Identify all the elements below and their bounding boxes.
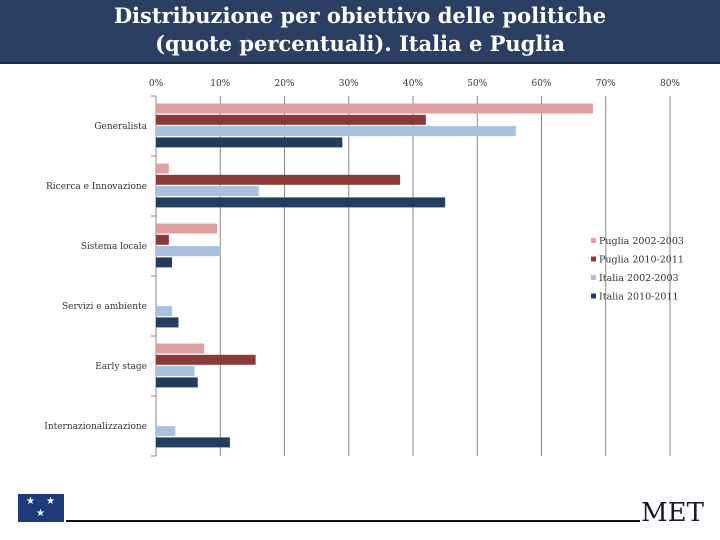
bar-puglia-2010-2011 <box>156 174 401 185</box>
met-logo: MET <box>641 498 704 528</box>
page-title-line-1: Distribuzione per obiettivo delle politi… <box>113 3 607 28</box>
bar-italia-2010-2011 <box>156 437 230 448</box>
category-label: Early stage <box>95 362 147 372</box>
category-label: Internazionalizzazione <box>44 422 147 432</box>
title-bar: Distribuzione per obiettivo delle politi… <box>0 0 720 64</box>
bar-italia-2010-2011 <box>156 197 446 208</box>
bar-puglia-2002-2003 <box>156 343 205 354</box>
bar-puglia-2010-2011 <box>156 234 169 245</box>
legend-label: Puglia 2010-2011 <box>599 255 684 266</box>
category-label: Sistema locale <box>81 242 147 252</box>
legend-swatch <box>591 256 596 262</box>
bar-puglia-2002-2003 <box>156 163 169 174</box>
x-tick-label: 50% <box>467 79 487 89</box>
category-label: Ricerca e Innovazione <box>46 182 147 192</box>
bar-italia-2010-2011 <box>156 377 198 388</box>
eu-flag-icon: ★ ★ ★ <box>18 494 64 522</box>
bar-italia-2002-2003 <box>156 126 516 137</box>
bar-italia-2002-2003 <box>156 366 195 377</box>
legend-label: Puglia 2002-2003 <box>599 236 684 247</box>
bar-puglia-2002-2003 <box>156 103 593 114</box>
page-title-line-2: (quote percentuali). Italia e Puglia <box>155 31 565 56</box>
bar-italia-2002-2003 <box>156 306 173 317</box>
footer-divider <box>66 520 640 522</box>
bar-italia-2010-2011 <box>156 137 343 148</box>
x-tick-label: 10% <box>210 79 230 89</box>
bar-puglia-2010-2011 <box>156 354 256 365</box>
bar-italia-2002-2003 <box>156 246 221 257</box>
legend-label: Italia 2002-2003 <box>599 273 679 284</box>
x-tick-label: 20% <box>274 79 294 89</box>
legend-swatch <box>591 293 596 299</box>
bar-italia-2002-2003 <box>156 426 176 437</box>
bar-puglia-2010-2011 <box>156 114 426 125</box>
legend-swatch <box>591 275 596 280</box>
legend-swatch <box>591 238 596 243</box>
x-tick-label: 40% <box>403 79 423 89</box>
x-tick-label: 30% <box>339 79 359 89</box>
bar-chart: 0% 10% 20% 30% 40% 50% 60% 70% 80% Generalista Ric… <box>44 79 684 457</box>
bar-puglia-2002-2003 <box>156 223 218 234</box>
legend-label: Italia 2010-2011 <box>599 292 679 303</box>
x-tick-label: 70% <box>596 79 616 89</box>
bar-italia-2010-2011 <box>156 317 179 328</box>
category-label: Servizi e ambiente <box>62 302 147 312</box>
bar-italia-2010-2011 <box>156 257 173 268</box>
bar-italia-2002-2003 <box>156 186 259 197</box>
category-label: Generalista <box>94 122 147 132</box>
x-tick-label: 60% <box>531 79 551 89</box>
x-tick-label: 80% <box>660 79 680 89</box>
x-tick-label: 0% <box>149 79 164 89</box>
